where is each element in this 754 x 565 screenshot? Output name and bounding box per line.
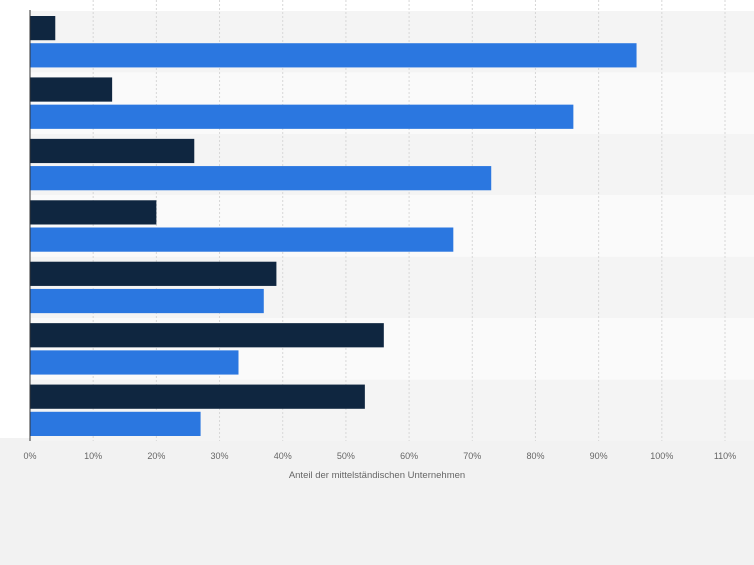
bar-series-1[interactable] [30, 261, 277, 286]
bar-series-1[interactable] [30, 138, 195, 164]
x-axis-label: Anteil der mittelständischen Unternehmen [289, 470, 465, 481]
bar-series-1[interactable] [30, 200, 157, 225]
bar-series-2[interactable] [30, 43, 637, 68]
bar-series-1[interactable] [30, 16, 56, 41]
x-tick-label: 40% [274, 451, 292, 461]
x-tick-label: 110% [714, 451, 736, 461]
bar-series-1[interactable] [30, 77, 113, 102]
x-tick-label: 10% [84, 451, 102, 461]
bar-series-1[interactable] [30, 384, 365, 409]
bar-series-2[interactable] [30, 411, 201, 436]
bar-series-2[interactable] [30, 288, 264, 314]
x-tick-label: 90% [590, 451, 608, 461]
x-tick-label: 60% [400, 451, 418, 461]
x-tick-label: 0% [23, 451, 36, 461]
x-tick-label: 50% [337, 451, 355, 461]
x-tick-label: 80% [526, 451, 544, 461]
x-tick-label: 20% [147, 451, 165, 461]
bar-series-2[interactable] [30, 104, 574, 129]
bar-series-2[interactable] [30, 166, 492, 191]
bar-series-1[interactable] [30, 323, 384, 348]
x-tick-label: 30% [211, 451, 229, 461]
x-tick-label: 100% [650, 451, 673, 461]
bar-series-2[interactable] [30, 227, 454, 252]
bar-series-2[interactable] [30, 350, 239, 375]
x-tick-label: 70% [463, 451, 481, 461]
